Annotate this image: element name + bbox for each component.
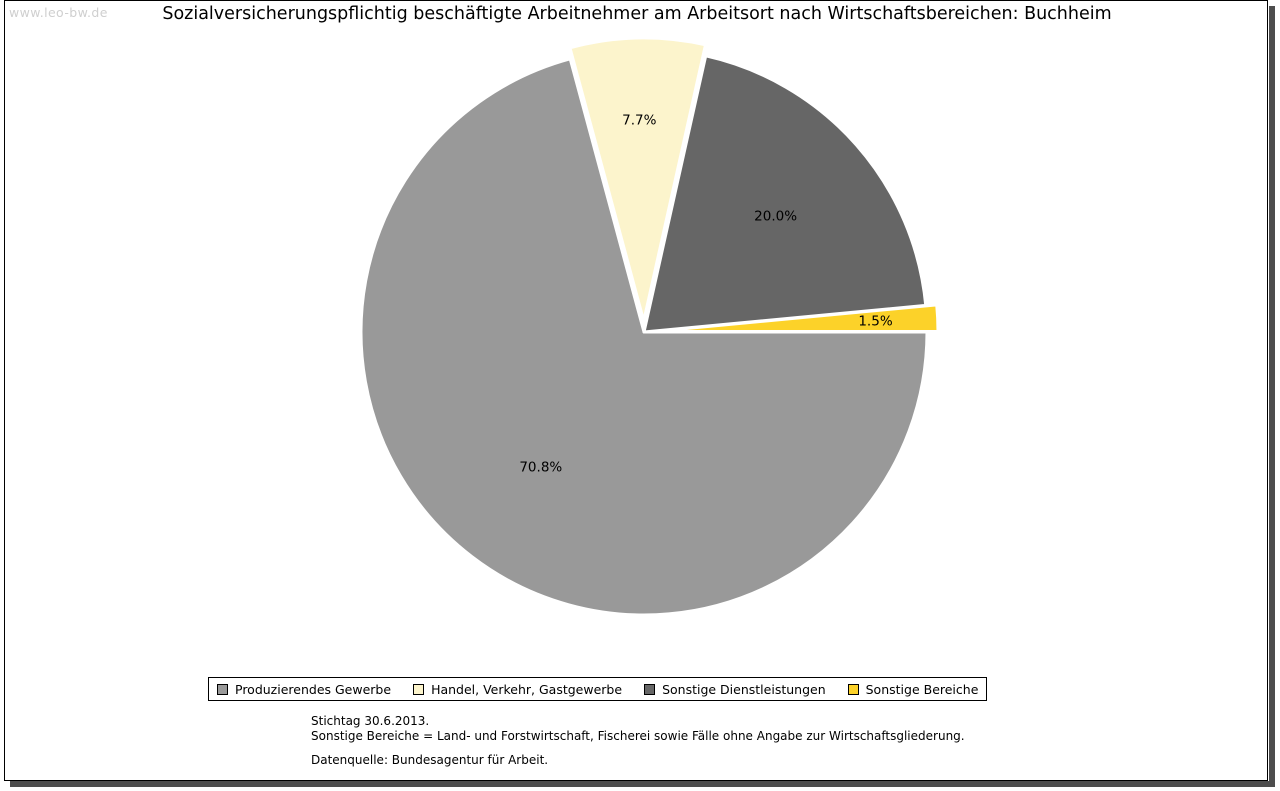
pie-slice-labels: 70.8% 7.7% 20.0% 1.5% <box>519 113 892 476</box>
page-title: Sozialversicherungspflichtig beschäftigt… <box>162 4 1112 24</box>
chart-notes: Stichtag 30.6.2013. Sonstige Bereiche = … <box>311 714 965 743</box>
frame-shadow-bottom <box>10 781 1275 787</box>
pie-slice-label-1: 7.7% <box>622 113 656 129</box>
pie-slice-1[interactable] <box>568 36 707 323</box>
legend-swatch-sonstige-dienstleistungen <box>644 683 656 695</box>
legend-item-0[interactable]: Produzierendes Gewerbe <box>217 682 391 697</box>
frame-shadow-right <box>1269 6 1275 787</box>
note-data-source: Datenquelle: Bundesagentur für Arbeit. <box>311 753 549 767</box>
pie-slices <box>359 36 940 617</box>
pie-slice-label-3: 1.5% <box>858 314 892 330</box>
chart-legend: Produzierendes Gewerbe Handel, Verkehr, … <box>208 677 988 701</box>
chart-frame: www.leo-bw.de Sozialversicherungspflicht… <box>4 0 1268 781</box>
note-definition: Sonstige Bereiche = Land- und Forstwirts… <box>311 728 965 743</box>
legend-label-handel-verkehr-gastgewerbe: Handel, Verkehr, Gastgewerbe <box>431 681 623 697</box>
legend-item-3[interactable]: Sonstige Bereiche <box>847 681 979 697</box>
legend-swatch-handel-verkehr-gastgewerbe <box>413 683 425 695</box>
legend-item-2[interactable]: Sonstige Dienstleistungen <box>644 682 826 697</box>
legend-item-1[interactable]: Handel, Verkehr, Gastgewerbe <box>413 682 622 697</box>
pie-slice-0[interactable] <box>359 57 929 617</box>
pie-chart: 70.8% 7.7% 20.0% 1.5% <box>5 1 1267 661</box>
legend-label-produzierendes-gewerbe: Produzierendes Gewerbe <box>235 681 392 697</box>
legend-label-sonstige-dienstleistungen: Sonstige Dienstleistungen <box>662 681 826 697</box>
pie-slice-3[interactable] <box>653 303 940 333</box>
pie-slice-2[interactable] <box>642 54 928 334</box>
legend-swatch-sonstige-bereiche <box>847 683 859 695</box>
pie-slice-label-2: 20.0% <box>754 209 797 225</box>
watermark: www.leo-bw.de <box>9 5 108 20</box>
legend-label-sonstige-bereiche: Sonstige Bereiche <box>865 681 979 697</box>
note-reference-date: Stichtag 30.6.2013. <box>311 714 430 728</box>
pie-chart-svg: 70.8% 7.7% 20.0% 1.5% <box>359 36 940 617</box>
legend-swatch-produzierendes-gewerbe <box>217 683 228 695</box>
pie-slice-label-0: 70.8% <box>519 459 562 475</box>
